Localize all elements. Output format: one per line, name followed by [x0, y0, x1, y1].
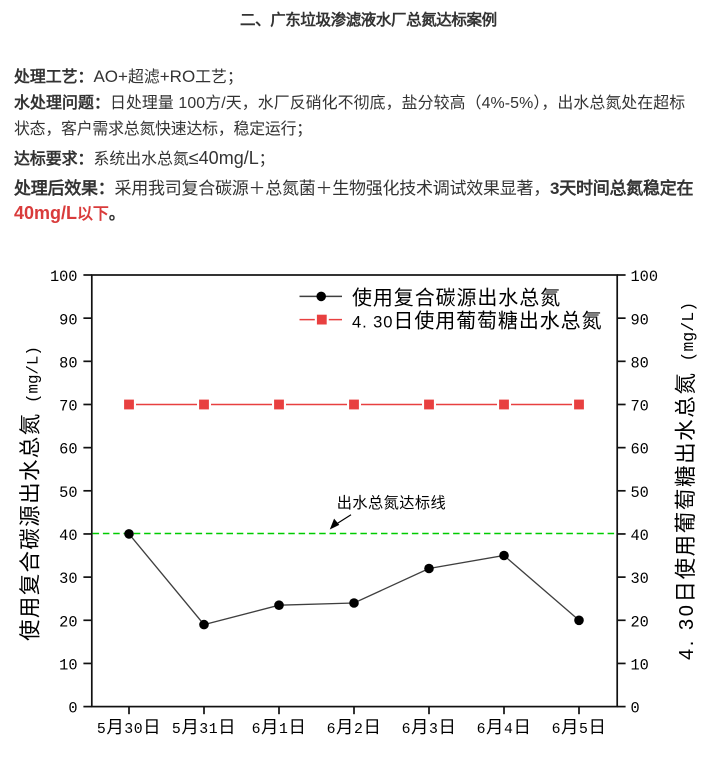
svg-text:6月2日: 6月2日: [327, 719, 382, 739]
svg-text:10: 10: [631, 657, 649, 675]
svg-text:20: 20: [631, 613, 649, 631]
svg-text:6月5日: 6月5日: [552, 719, 607, 739]
svg-text:90: 90: [59, 311, 77, 329]
svg-text:70: 70: [631, 398, 649, 416]
svg-text:出水总氮达标线: 出水总氮达标线: [337, 495, 446, 513]
svg-text:100: 100: [631, 268, 659, 286]
svg-text:使用复合碳源出水总氮 (mg/L): 使用复合碳源出水总氮 (mg/L): [19, 346, 45, 641]
svg-text:6月1日: 6月1日: [252, 719, 307, 739]
svg-text:30: 30: [59, 570, 77, 588]
svg-text:50: 50: [631, 484, 649, 502]
svg-text:20: 20: [59, 613, 77, 631]
svg-text:60: 60: [59, 441, 77, 459]
svg-text:使用复合碳源出水总氮: 使用复合碳源出水总氮: [352, 287, 561, 312]
svg-text:0: 0: [68, 700, 77, 718]
svg-text:50: 50: [59, 484, 77, 502]
svg-text:60: 60: [631, 441, 649, 459]
svg-text:90: 90: [631, 311, 649, 329]
svg-text:70: 70: [59, 398, 77, 416]
svg-text:30: 30: [631, 570, 649, 588]
svg-text:40: 40: [631, 527, 649, 545]
svg-text:80: 80: [631, 354, 649, 372]
svg-text:80: 80: [59, 354, 77, 372]
svg-text:5月31日: 5月31日: [172, 719, 236, 739]
svg-text:40: 40: [59, 527, 77, 545]
svg-text:4. 30日使用葡萄糖出水总氮: 4. 30日使用葡萄糖出水总氮: [352, 310, 602, 335]
svg-text:0: 0: [631, 700, 640, 718]
svg-text:6月3日: 6月3日: [402, 719, 457, 739]
svg-text:10: 10: [59, 657, 77, 675]
svg-text:4. 30日使用葡萄糖出水总氮 (mg/L): 4. 30日使用葡萄糖出水总氮 (mg/L): [674, 302, 700, 660]
svg-text:6月4日: 6月4日: [477, 719, 532, 739]
svg-text:5月30日: 5月30日: [97, 719, 161, 739]
svg-text:100: 100: [50, 268, 78, 286]
